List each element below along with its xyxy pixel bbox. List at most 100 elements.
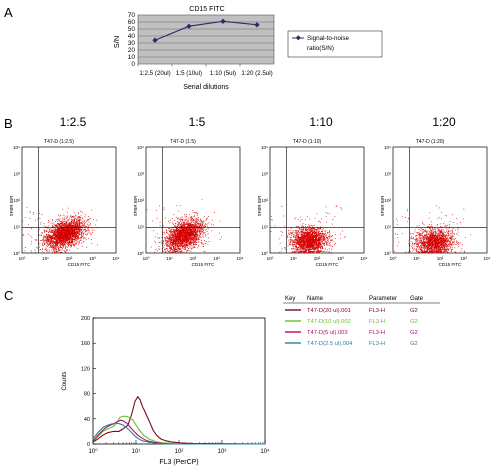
event-point: [187, 233, 189, 235]
event-point: [202, 223, 204, 225]
event-point: [82, 225, 83, 226]
event-point: [178, 235, 180, 237]
event-point: [70, 224, 71, 226]
event-point: [190, 217, 192, 219]
event-point: [72, 230, 74, 231]
event-point: [166, 230, 168, 231]
event-point: [66, 217, 67, 219]
event-point: [185, 235, 187, 237]
event-point: [195, 241, 196, 243]
event-point: [182, 238, 183, 240]
event-point: [196, 219, 197, 221]
event-point: [66, 228, 68, 230]
event-point: [76, 228, 78, 229]
event-point: [71, 230, 73, 232]
event-point: [52, 247, 53, 249]
event-point: [194, 244, 196, 246]
event-point: [54, 250, 55, 252]
event-point: [47, 237, 49, 239]
event-point: [166, 248, 168, 250]
event-point: [187, 230, 189, 232]
event-point: [177, 235, 178, 237]
event-point: [75, 234, 77, 236]
event-point: [156, 217, 158, 219]
dot-plot-xlabel: CD15 FITC: [68, 262, 92, 267]
event-point: [80, 237, 82, 239]
dot-plot-y-tick: 10³: [137, 172, 144, 177]
event-point: [196, 238, 198, 239]
event-point: [174, 240, 176, 241]
event-point: [167, 242, 169, 244]
event-point: [69, 242, 70, 244]
event-point: [179, 229, 181, 231]
event-point: [186, 229, 188, 231]
event-point: [176, 249, 177, 251]
event-point: [72, 235, 74, 237]
event-point: [204, 232, 206, 234]
event-point: [59, 225, 61, 226]
event-point: [74, 227, 76, 229]
event-point: [61, 236, 63, 238]
event-point: [55, 240, 57, 242]
event-point: [179, 235, 181, 237]
event-point: [52, 235, 54, 236]
dot-plot-x-tick: 10²: [190, 256, 197, 261]
event-point: [192, 232, 194, 234]
event-point: [309, 247, 310, 249]
event-point: [74, 239, 76, 241]
event-point: [54, 235, 56, 236]
event-point: [61, 226, 63, 228]
event-point: [66, 233, 68, 235]
event-point: [63, 235, 65, 237]
event-point: [320, 226, 322, 228]
event-point: [190, 226, 192, 228]
event-point: [64, 236, 66, 238]
event-point: [331, 235, 333, 237]
event-point: [173, 249, 175, 251]
event-point: [171, 246, 173, 248]
event-point: [179, 236, 181, 238]
event-point: [192, 231, 194, 232]
event-point: [181, 250, 182, 252]
event-point: [306, 243, 308, 245]
event-point: [184, 214, 185, 215]
event-point: [35, 219, 36, 221]
event-point: [46, 241, 47, 243]
event-point: [169, 243, 171, 245]
event-point: [53, 249, 54, 251]
event-point: [67, 246, 69, 247]
event-point: [40, 222, 42, 223]
event-point: [189, 230, 191, 232]
event-point: [30, 252, 32, 253]
event-point: [194, 226, 196, 228]
event-point: [175, 242, 177, 243]
dot-plot-y-tick: 10¹: [137, 225, 144, 230]
event-point: [181, 232, 183, 234]
event-point: [60, 241, 62, 243]
event-point: [184, 225, 186, 227]
event-point: [67, 235, 68, 237]
event-point: [190, 232, 192, 234]
event-point: [54, 224, 56, 226]
event-point: [87, 233, 88, 235]
event-point: [166, 247, 168, 249]
event-point: [188, 247, 190, 249]
event-point: [73, 220, 75, 221]
event-point: [197, 213, 199, 215]
event-point: [56, 240, 57, 242]
event-point: [196, 225, 198, 227]
event-point: [73, 228, 75, 230]
event-point: [75, 225, 77, 227]
event-point: [174, 236, 175, 237]
event-point: [47, 237, 49, 239]
event-point: [53, 233, 55, 235]
event-point: [191, 242, 193, 244]
event-point: [51, 230, 53, 232]
event-point: [54, 231, 56, 233]
event-point: [84, 229, 86, 230]
event-point: [168, 240, 170, 242]
event-point: [39, 223, 41, 225]
event-point: [72, 219, 74, 220]
event-point: [180, 232, 182, 234]
event-point: [58, 235, 60, 237]
